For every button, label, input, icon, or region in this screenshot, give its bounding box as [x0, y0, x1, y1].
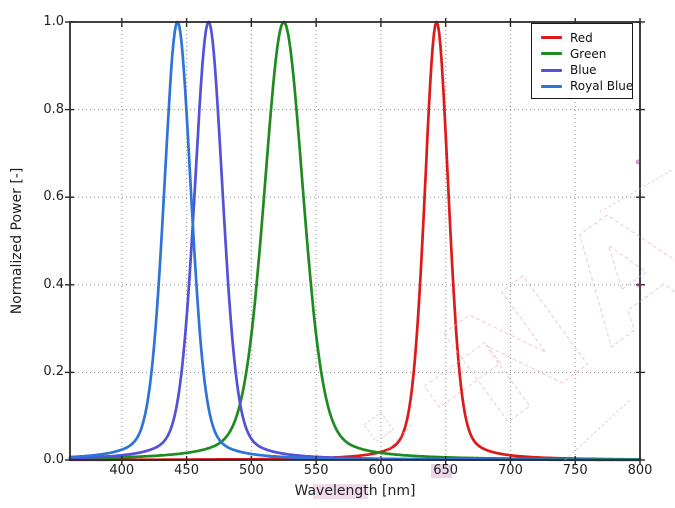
legend-item-blue: Blue [541, 63, 632, 78]
y-tick-label: 0.4 [43, 276, 64, 292]
legend-swatch [541, 84, 562, 88]
legend-label: Green [570, 46, 607, 61]
legend-item-red: Red [541, 30, 632, 45]
x-tick-label: 400 [109, 463, 135, 478]
y-axis-label: Normalized Power [-] [9, 167, 25, 315]
legend-label: Royal Blue [570, 79, 634, 94]
y-tick-label: 0.0 [43, 452, 64, 467]
legend-swatch [541, 68, 562, 72]
x-tick-label: 700 [498, 463, 523, 478]
y-tick-label: 1.0 [43, 14, 64, 29]
x-tick-label: 500 [238, 463, 264, 478]
x-tick-label: 750 [562, 463, 588, 478]
axes-spines [69, 21, 641, 461]
x-tick-label: 550 [303, 463, 329, 478]
y-tick-label: 0.2 [43, 364, 64, 380]
legend-item-royal-blue: Royal Blue [541, 79, 634, 94]
x-axis-label: Wavelength [nm] [294, 483, 416, 499]
x-tick-label: 450 [174, 463, 199, 478]
y-tick-label: 0.6 [43, 189, 64, 205]
legend-item-green: Green [541, 46, 632, 61]
legend-swatch [541, 36, 562, 39]
x-tick-label: 650 [433, 463, 459, 478]
x-tick-label: 800 [627, 463, 653, 478]
legend-box: Red Green Blue Royal Blue [531, 23, 633, 99]
legend-label: Blue [570, 63, 597, 78]
legend-swatch [541, 52, 562, 56]
svg-text:NA: NA [416, 159, 675, 459]
watermark: NA [313, 158, 675, 499]
y-tick-label: 0.8 [43, 101, 64, 117]
legend-label: Red [570, 30, 593, 45]
x-tick-label: 600 [368, 463, 394, 478]
